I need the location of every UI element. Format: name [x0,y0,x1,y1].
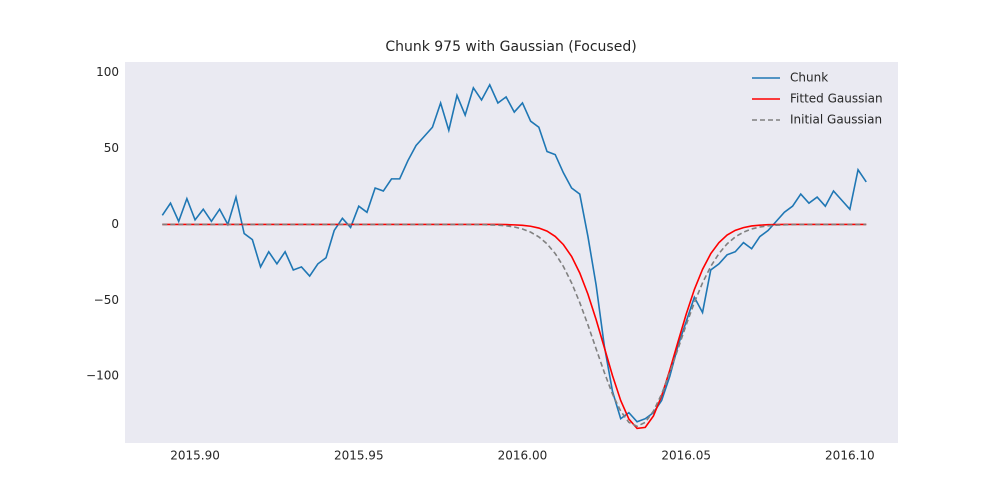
series-line [161,82,867,423]
plot-area [125,62,898,443]
series-line [162,223,867,430]
x-tick-label: 2016.00 [498,449,548,463]
y-tick-label: −50 [94,293,119,307]
legend-label: Chunk [790,71,828,85]
x-tick-label: 2016.05 [661,449,711,463]
y-tick-label: 0 [111,217,119,231]
x-tick-label: 2015.95 [334,449,384,463]
series-line [162,223,867,428]
x-tick-label: 2015.90 [170,449,220,463]
y-tick-label: 100 [96,65,119,79]
legend-label: Fitted Gaussian [790,92,883,106]
y-tick-label: 50 [104,141,119,155]
chart-title: Chunk 975 with Gaussian (Focused) [385,39,636,55]
x-tick-label: 2016.10 [825,449,875,463]
y-tick-label: −100 [86,369,119,383]
legend-label: Initial Gaussian [790,113,882,127]
